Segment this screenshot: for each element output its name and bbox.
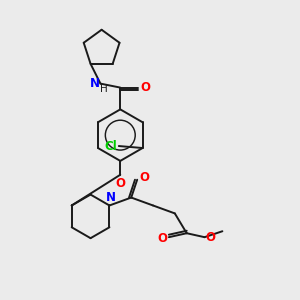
Text: O: O: [115, 177, 125, 190]
Text: O: O: [157, 232, 167, 245]
Text: N: N: [105, 191, 116, 205]
Text: N: N: [89, 77, 100, 90]
Text: Cl: Cl: [104, 140, 117, 152]
Text: H: H: [100, 84, 108, 94]
Text: O: O: [139, 171, 149, 184]
Text: O: O: [206, 231, 215, 244]
Text: O: O: [140, 81, 150, 94]
